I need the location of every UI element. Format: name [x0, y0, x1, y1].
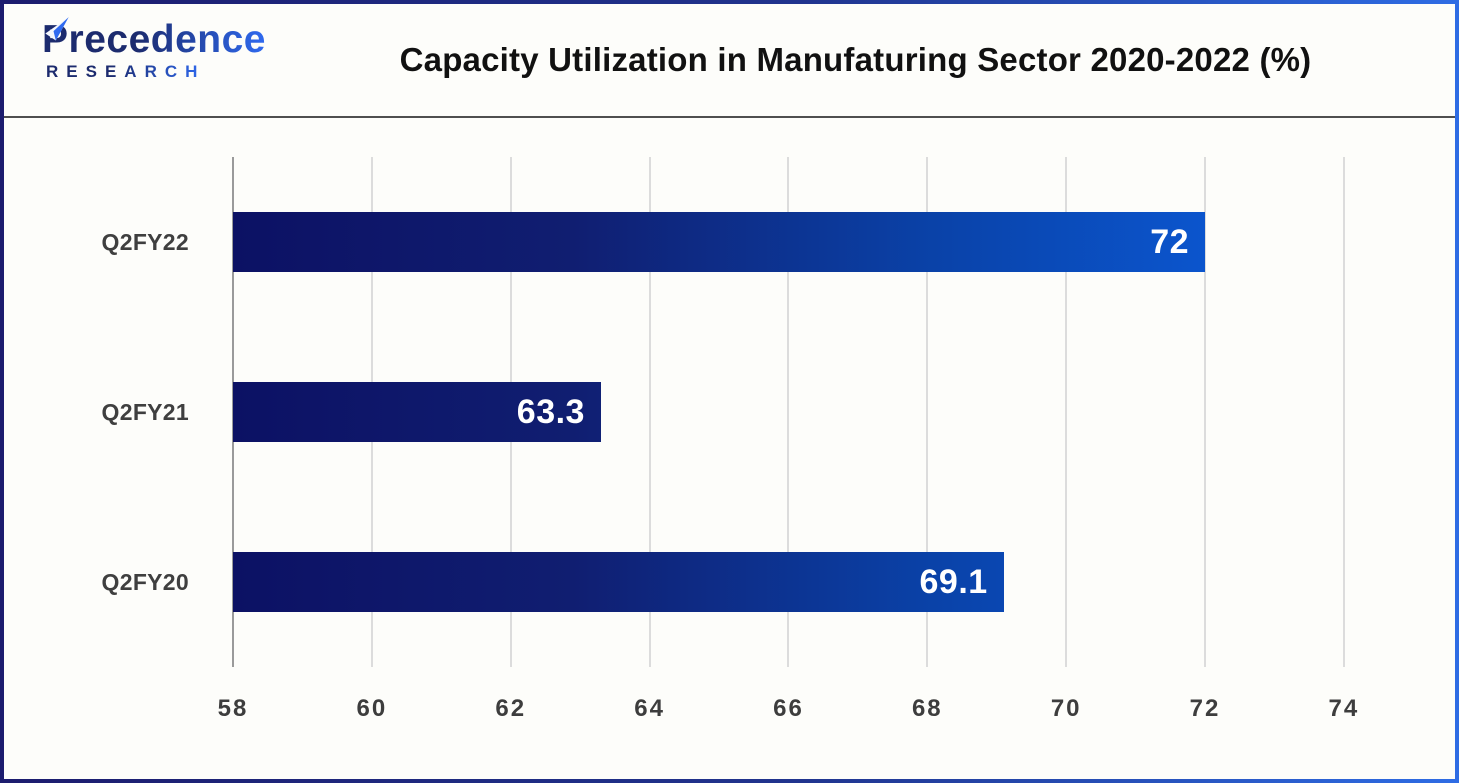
x-tick-label: 62: [495, 695, 527, 722]
precedence-research-logo: Precedence RESEARCH: [42, 17, 272, 81]
x-tick-label: 64: [634, 695, 665, 722]
category-label: Q2FY22: [101, 228, 189, 255]
chart-title: Capacity Utilization in Manufaturing Sec…: [399, 41, 1312, 78]
paper-plane-icon: [45, 17, 69, 41]
bar-row: Q2FY22 72: [4, 157, 1455, 327]
logo-brand-text: Precedence: [42, 18, 266, 61]
bar-chart: Q2FY22 72 Q2FY21 63.3 Q2FY20 69.1: [4, 118, 1455, 779]
bar-track: 63.3: [233, 382, 1455, 442]
bar-row: Q2FY21 63.3: [4, 327, 1455, 497]
header: Precedence RESEARCH Capacity Utilization…: [4, 4, 1455, 118]
bar-value-label: 72: [1150, 222, 1190, 261]
x-tick-label: 72: [1189, 695, 1221, 722]
x-tick-label: 58: [217, 695, 249, 722]
gridline: [1204, 157, 1207, 667]
x-tick-label: 74: [1328, 695, 1360, 722]
gridline: [926, 157, 929, 667]
x-tick-label: 66: [773, 695, 804, 722]
x-tick-label: 60: [356, 695, 388, 722]
logo-sub-text: RESEARCH: [42, 63, 205, 80]
bar-value-label: 69.1: [919, 562, 988, 601]
gridline: [787, 157, 790, 667]
bar: 63.3: [233, 382, 601, 442]
bar-track: 72: [233, 212, 1455, 272]
bar-value-label: 63.3: [516, 392, 585, 431]
gridline: [1065, 157, 1068, 667]
category-label: Q2FY20: [101, 568, 189, 595]
category-label: Q2FY21: [101, 398, 189, 425]
gridline: [1342, 157, 1345, 667]
x-tick-label: 68: [911, 695, 943, 722]
x-tick-label: 70: [1050, 695, 1082, 722]
gridline: [648, 157, 651, 667]
bar-track: 69.1: [233, 552, 1455, 612]
bar: 69.1: [233, 552, 1004, 612]
x-axis: 58 60 62 64 66 68 70 72 74: [218, 695, 1455, 735]
bar-row: Q2FY20 69.1: [4, 497, 1455, 667]
bar: 72: [233, 212, 1206, 272]
